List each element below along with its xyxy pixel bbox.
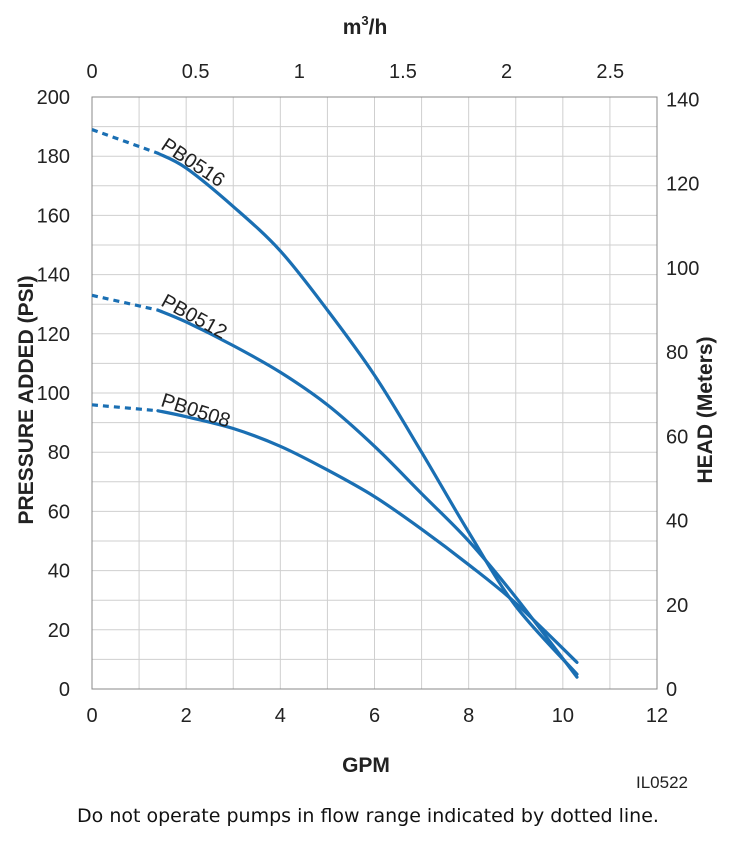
x-top-tick-label: 2.5 [596, 61, 624, 83]
curve-label-pb0516: PB0516 [157, 134, 228, 192]
y-right-tick-label: 80 [666, 342, 688, 364]
x-top-tick-label: 1.5 [389, 61, 417, 83]
x-bottom-tick-label: 2 [181, 705, 192, 727]
y-right-tick-label: 100 [666, 258, 699, 280]
y-right-tick-label: 140 [666, 90, 699, 112]
x-bottom-tick-label: 12 [646, 705, 668, 727]
pump-curves [91, 128, 579, 679]
x-bottom-tick-label: 0 [86, 705, 97, 727]
y-left-tick-label: 80 [48, 442, 70, 464]
x-top-axis-title: m3/h [343, 13, 388, 39]
x-bottom-axis-title: GPM [342, 754, 390, 777]
curve-label-pb0508: PB0508 [158, 390, 232, 433]
y-left-tick-label: 100 [37, 383, 70, 405]
y-left-tick-label: 40 [48, 561, 70, 583]
y-right-tick-label: 60 [666, 426, 688, 448]
x-top-tick-labels: 0 0.5 1 1.5 2 2.5 [86, 61, 624, 83]
curve-pb0512-dotted [91, 293, 159, 312]
y-left-tick-label: 0 [59, 679, 70, 701]
y-right-tick-label: 20 [666, 595, 688, 617]
x-bottom-tick-label: 4 [275, 705, 286, 727]
y-left-tick-labels: 0 20 40 60 80 100 120 140 160 180 200 [37, 87, 70, 701]
curve-pb0508 [156, 409, 579, 664]
y-right-axis-title: HEAD (Meters) [694, 336, 717, 483]
figure-code: IL0522 [636, 773, 688, 792]
curve-pb0516-dotted [91, 128, 159, 155]
curve-pb0512 [156, 308, 579, 679]
y-left-tick-label: 60 [48, 501, 70, 523]
y-left-tick-label: 200 [37, 87, 70, 109]
curve-label-pb0512: PB0512 [158, 290, 231, 344]
x-bottom-tick-label: 8 [463, 705, 474, 727]
curve-labels: PB0516 PB0512 PB0508 [157, 134, 233, 432]
y-left-tick-label: 140 [37, 265, 70, 287]
x-bottom-tick-labels: 0 2 4 6 8 10 12 [86, 705, 668, 727]
y-left-tick-label: 120 [37, 324, 70, 346]
x-top-tick-label: 1 [294, 61, 305, 83]
y-right-tick-label: 120 [666, 174, 699, 196]
y-right-tick-label: 0 [666, 679, 677, 701]
x-top-tick-label: 0.5 [182, 61, 210, 83]
y-right-tick-labels: 0 20 40 60 80 100 120 140 [666, 90, 699, 701]
curve-pb0516 [156, 151, 579, 676]
y-left-tick-label: 160 [37, 205, 70, 227]
y-left-axis-title: PRESSURE ADDED (PSI) [15, 276, 38, 525]
x-top-tick-label: 0 [86, 61, 97, 83]
curve-pb0508-dotted [91, 403, 159, 413]
plot-frame [91, 96, 658, 690]
y-right-tick-label: 40 [666, 511, 688, 533]
y-left-tick-label: 20 [48, 620, 70, 642]
y-left-tick-label: 180 [37, 146, 70, 168]
x-bottom-tick-label: 6 [369, 705, 380, 727]
operating-note: Do not operate pumps in flow range indic… [77, 805, 659, 827]
x-bottom-tick-label: 10 [552, 705, 574, 727]
x-top-tick-label: 2 [501, 61, 512, 83]
